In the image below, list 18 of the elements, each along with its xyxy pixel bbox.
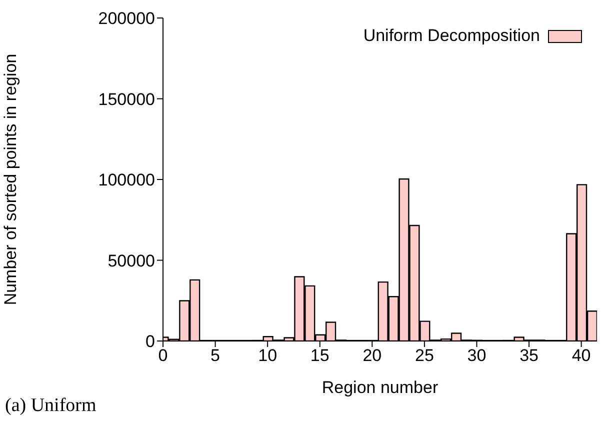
x-axis-title: Region number — [322, 378, 438, 397]
x-tick-label: 10 — [258, 346, 278, 366]
y-tick-label: 50000 — [108, 251, 155, 270]
x-tick-label: 25 — [414, 346, 434, 366]
y-axis-title: Number of sorted points in region — [1, 54, 20, 306]
text: (a) Uniform — [5, 395, 96, 417]
x-tick-label: 35 — [520, 346, 538, 366]
x-tick-label: 20 — [362, 346, 382, 366]
y-tick-label: 0 — [146, 332, 155, 352]
legend-label: Uniform Decomposition — [363, 26, 540, 46]
x-tick-label: 30 — [467, 346, 486, 366]
y-tick-label: 100000 — [98, 170, 155, 190]
x-tick-label: 40 — [572, 346, 591, 366]
x-tick-label: 15 — [310, 346, 330, 366]
y-tick-label: 200000 — [98, 9, 155, 28]
x-tick-label: 0 — [158, 346, 168, 366]
x-tick-label: 5 — [210, 346, 220, 366]
y-tick-label: 150000 — [98, 90, 155, 109]
